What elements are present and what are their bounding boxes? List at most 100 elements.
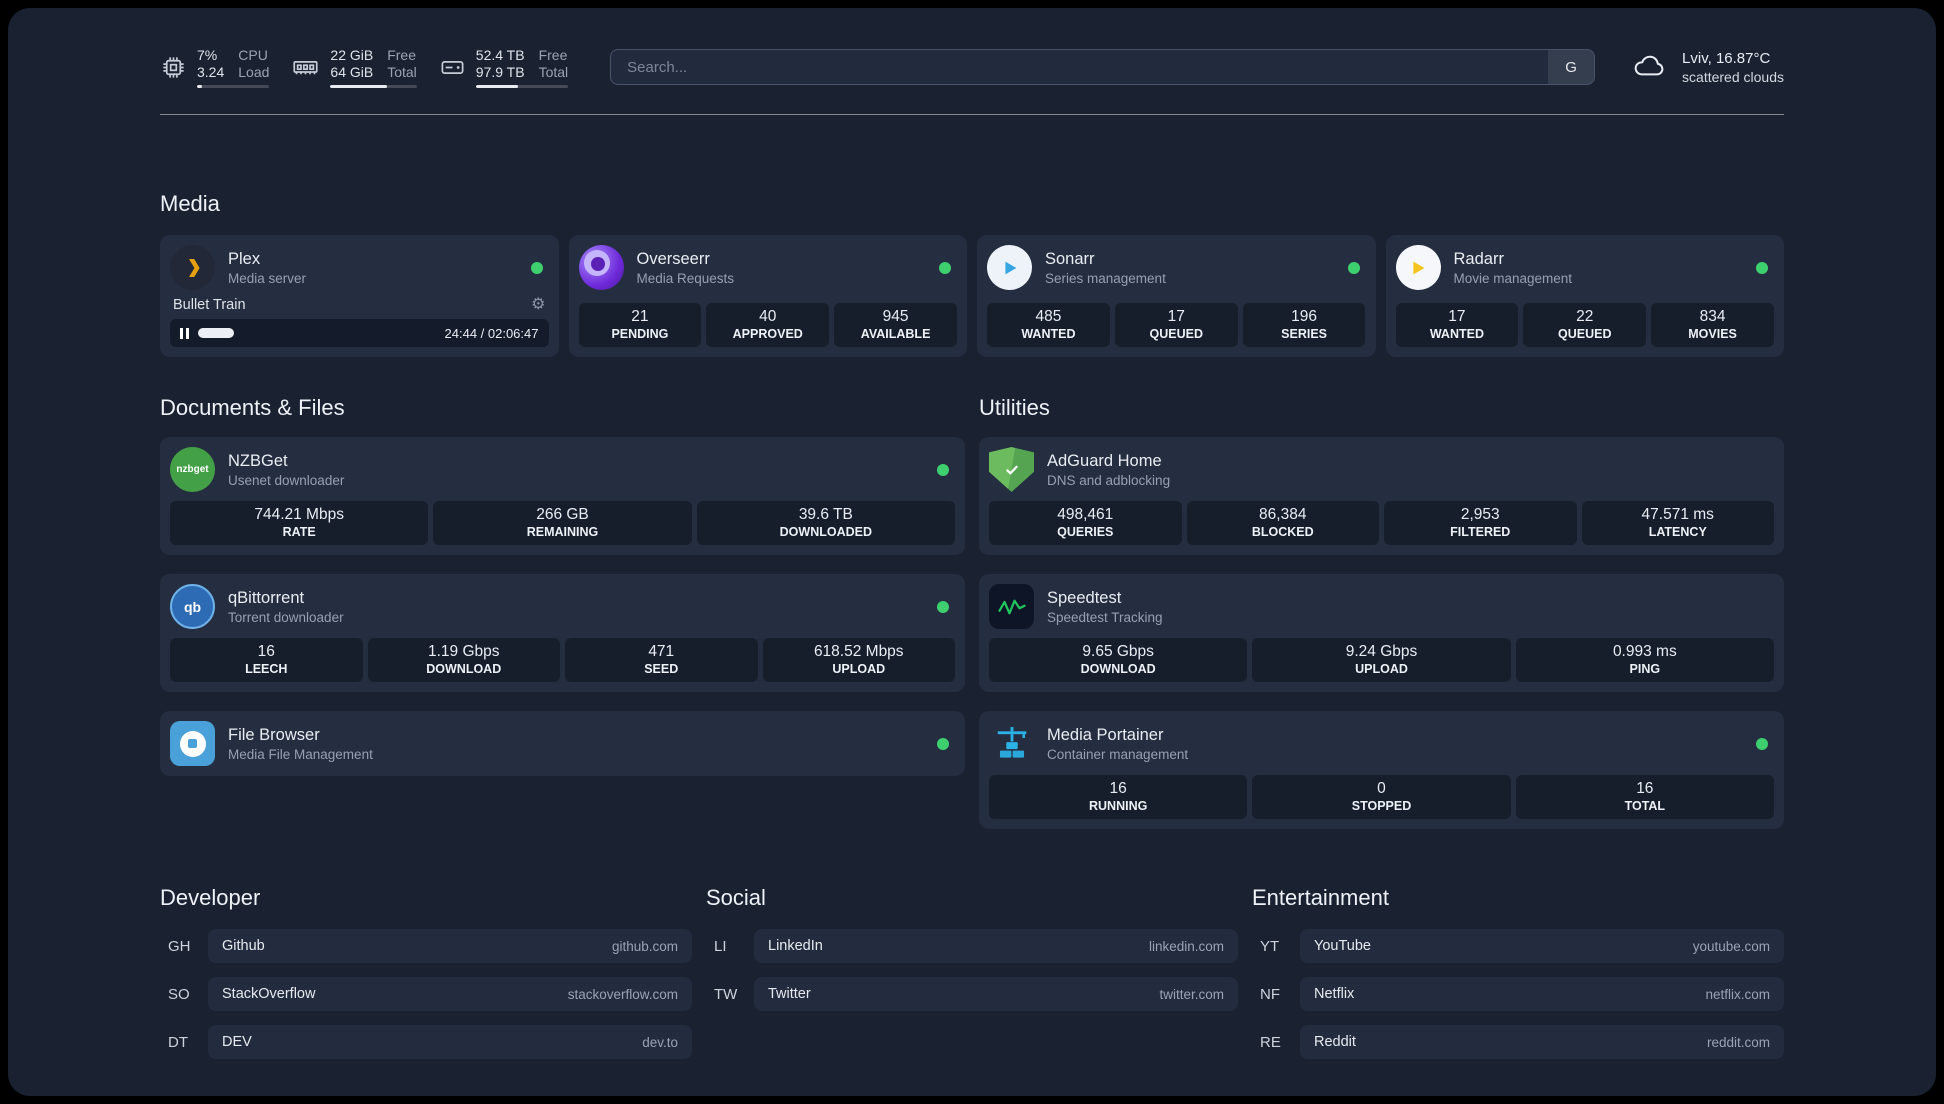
utilities-section-title: Utilities	[979, 395, 1050, 420]
memory-free-value: 22 GiB	[330, 46, 374, 63]
social-section-title: Social	[706, 885, 766, 910]
weather-condition: scattered clouds	[1682, 68, 1784, 85]
status-dot	[1756, 737, 1768, 750]
stat-wanted: 17 WANTED	[1395, 303, 1519, 347]
section-utilities: Utilities AdGuard Home DNS and adblockin…	[979, 395, 1784, 829]
service-card-adguard[interactable]: AdGuard Home DNS and adblocking 498,461 …	[979, 437, 1784, 555]
bookmark-group-social: Social LI LinkedIn linkedin.com TW Twitt…	[706, 885, 1238, 1059]
disk-icon	[439, 54, 466, 81]
stat-downloaded: 39.6 TB DOWNLOADED	[696, 501, 955, 545]
service-description: Movie management	[1453, 270, 1573, 286]
service-card-nzbget[interactable]: nzbget NZBGet Usenet downloader 744.21 M…	[160, 437, 965, 555]
section-media: Media Plex Media server Bullet Train ⚙	[160, 191, 1784, 357]
stat-series: 196 SERIES	[1242, 303, 1366, 347]
bookmark-reddit[interactable]: RE Reddit reddit.com	[1252, 1025, 1784, 1059]
service-name: File Browser	[228, 725, 320, 744]
service-name: Media Portainer	[1047, 725, 1164, 744]
memory-total-value: 64 GiB	[330, 63, 374, 80]
stat-remaining: 266 GB REMAINING	[433, 501, 692, 545]
service-card-speedtest[interactable]: Speedtest Speedtest Tracking 9.65 Gbps D…	[979, 574, 1784, 692]
service-card-filebrowser[interactable]: File Browser Media File Management	[160, 711, 965, 776]
top-bar: 7% 3.24 CPU Load	[160, 38, 1784, 96]
bookmark-abbr: TW	[714, 985, 738, 1003]
service-name: AdGuard Home	[1047, 451, 1162, 470]
now-playing-title: Bullet Train	[173, 297, 246, 313]
portainer-icon	[989, 721, 1034, 766]
cloud-icon	[1629, 49, 1669, 86]
dashboard: 7% 3.24 CPU Load	[8, 8, 1936, 1096]
stat-pending: 21 PENDING	[578, 303, 702, 347]
service-name: Radarr	[1453, 249, 1504, 268]
disk-total-label: Total	[538, 63, 569, 80]
playback-progress-bar[interactable]	[198, 328, 436, 338]
weather-location: Lviv, 16.87°C	[1682, 49, 1771, 67]
status-dot	[937, 600, 949, 613]
disk-free-value: 52.4 TB	[475, 46, 525, 63]
stat-seed: 471 SEED	[565, 638, 758, 682]
radarr-icon	[1395, 245, 1441, 290]
service-card-radarr[interactable]: Radarr Movie management 17 WANTED 22 QUE…	[1385, 235, 1784, 357]
bookmark-abbr: SO	[168, 985, 190, 1003]
bookmark-abbr: RE	[1260, 1033, 1281, 1051]
nzbget-icon: nzbget	[170, 447, 215, 492]
service-name: qBittorrent	[228, 588, 305, 607]
plex-player: 24:44 / 02:06:47	[170, 319, 549, 347]
pause-button[interactable]	[180, 327, 189, 339]
service-card-portainer[interactable]: Media Portainer Container management 16 …	[979, 711, 1784, 829]
stat-running: 16 RUNNING	[989, 775, 1248, 819]
cpu-usage-value: 7%	[197, 46, 218, 63]
stat-wanted: 485 WANTED	[987, 303, 1110, 347]
stat-download: 9.65 Gbps DOWNLOAD	[989, 638, 1248, 682]
bookmark-group-developer: Developer GH Github github.com SO StackO…	[160, 885, 692, 1059]
sonarr-icon	[987, 245, 1032, 290]
status-dot	[530, 261, 543, 274]
adguard-icon	[989, 447, 1034, 492]
cpu-load-value: 3.24	[197, 63, 225, 80]
bookmark-twitter[interactable]: TW Twitter twitter.com	[706, 977, 1238, 1011]
stat-download: 1.19 Gbps DOWNLOAD	[367, 638, 560, 682]
service-card-sonarr[interactable]: Sonarr Series management 485 WANTED 17 Q…	[977, 235, 1376, 357]
system-resources: 7% 3.24 CPU Load	[160, 46, 569, 88]
bookmark-abbr: YT	[1260, 937, 1280, 955]
service-card-overseerr[interactable]: Overseerr Media Requests 21 PENDING 40 A…	[568, 235, 967, 357]
bookmark-linkedin[interactable]: LI LinkedIn linkedin.com	[706, 929, 1238, 963]
cpu-icon	[160, 54, 187, 81]
disk-total-value: 97.9 TB	[475, 63, 525, 80]
speedtest-icon	[989, 584, 1034, 629]
developer-section-title: Developer	[160, 885, 261, 910]
disk-widget: 52.4 TB 97.9 TB Free Total	[439, 46, 569, 88]
filebrowser-icon	[170, 721, 215, 766]
stat-upload: 9.24 Gbps UPLOAD	[1252, 638, 1511, 682]
bookmark-dev[interactable]: DT DEV dev.to	[160, 1025, 692, 1059]
memory-bar	[330, 84, 417, 88]
stat-ping: 0.993 ms PING	[1515, 638, 1774, 682]
service-card-plex[interactable]: Plex Media server Bullet Train ⚙ 24:44 /…	[160, 235, 559, 357]
search-provider-button[interactable]: G	[1548, 50, 1595, 84]
qbittorrent-icon: qb	[170, 584, 215, 629]
bookmark-stackoverflow[interactable]: SO StackOverflow stackoverflow.com	[160, 977, 692, 1011]
gear-icon[interactable]: ⚙	[531, 296, 546, 313]
stat-leech: 16 LEECH	[170, 638, 363, 682]
overseerr-icon	[578, 245, 624, 290]
weather-widget: Lviv, 16.87°C scattered clouds	[1629, 49, 1784, 86]
service-description: DNS and adblocking	[1047, 472, 1171, 488]
disk-bar	[475, 84, 569, 88]
service-name: Plex	[228, 249, 261, 268]
status-dot	[937, 737, 949, 750]
status-dot	[1756, 261, 1768, 274]
stat-blocked: 86,384 BLOCKED	[1186, 501, 1379, 545]
stat-rate: 744.21 Mbps RATE	[170, 501, 429, 545]
service-description: Media server	[228, 270, 307, 286]
bookmark-netflix[interactable]: NF Netflix netflix.com	[1252, 977, 1784, 1011]
bookmark-github[interactable]: GH Github github.com	[160, 929, 692, 963]
status-dot	[937, 463, 949, 476]
service-description: Media File Management	[228, 746, 373, 762]
bookmark-youtube[interactable]: YT YouTube youtube.com	[1252, 929, 1784, 963]
search-input[interactable]	[611, 50, 1549, 84]
stat-approved: 40 APPROVED	[706, 303, 830, 347]
stat-movies: 834 MOVIES	[1651, 303, 1774, 347]
memory-icon	[291, 54, 320, 81]
playback-time: 24:44 / 02:06:47	[444, 325, 539, 341]
service-card-qbittorrent[interactable]: qb qBittorrent Torrent downloader 16 LEE…	[160, 574, 965, 692]
memory-widget: 22 GiB 64 GiB Free Total	[291, 46, 417, 88]
